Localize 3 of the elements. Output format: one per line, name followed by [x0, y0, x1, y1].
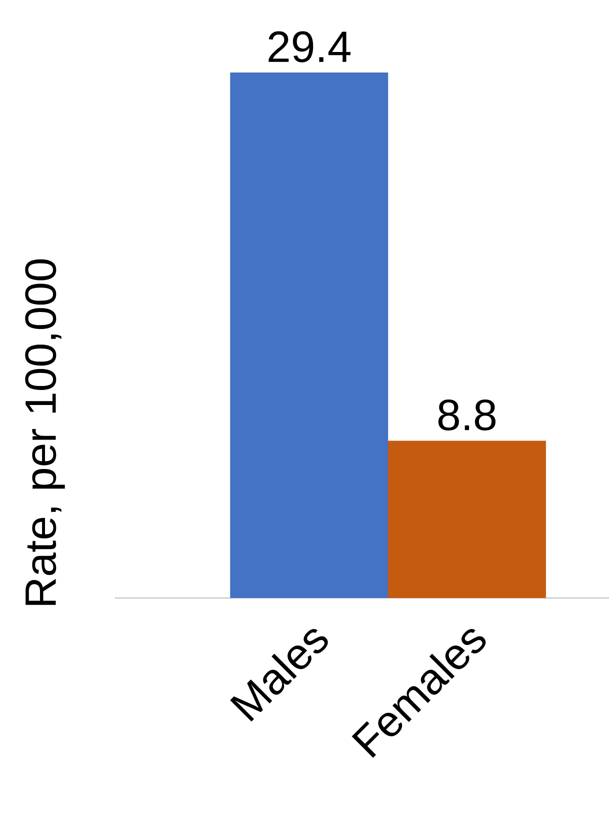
y-axis-title: Rate, per 100,000: [25, 259, 65, 605]
data-label: 8.8: [438, 399, 496, 431]
data-label: 29.4: [268, 31, 350, 62]
